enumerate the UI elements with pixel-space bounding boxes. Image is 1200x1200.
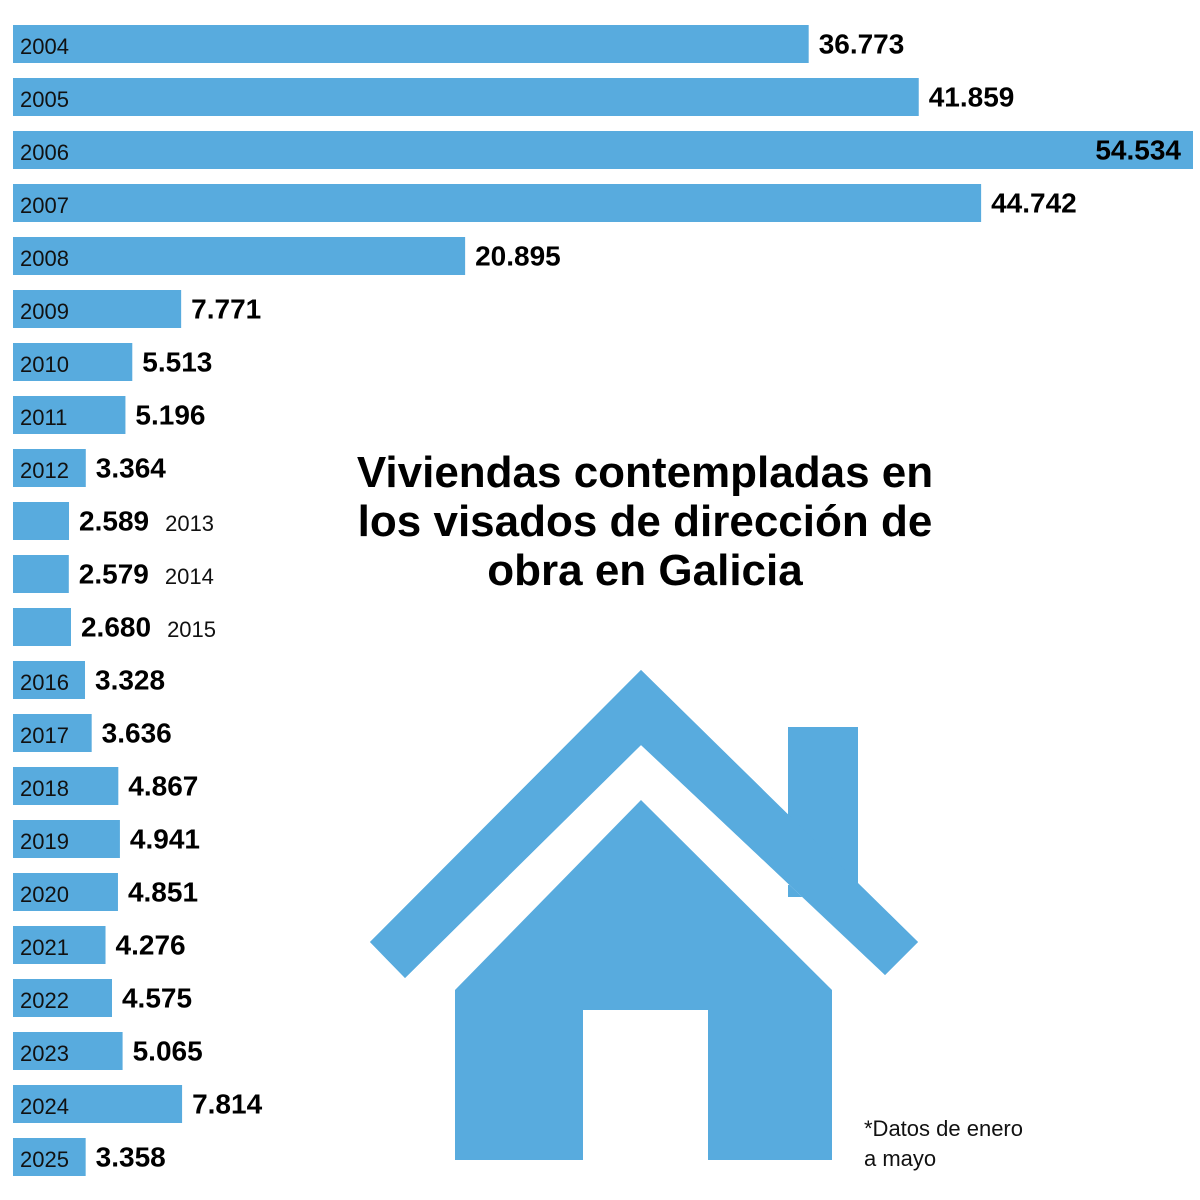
value-label: 3.636 [102, 717, 172, 748]
house-icon [370, 670, 918, 1160]
bar [13, 555, 69, 593]
bar [13, 1032, 123, 1070]
bar [13, 661, 86, 699]
category-label: 2013 [165, 511, 214, 536]
value-label: 7.814 [192, 1088, 262, 1119]
value-label: 4.575 [122, 982, 192, 1013]
value-label: 3.364 [96, 452, 166, 483]
category-label: 2019 [20, 829, 69, 854]
bar [13, 1085, 183, 1123]
category-label: 2009 [20, 299, 69, 324]
category-label: 2015 [167, 617, 216, 642]
category-label: 2008 [20, 246, 69, 271]
value-label: 2.579 [79, 558, 149, 589]
category-label: 2004 [20, 34, 69, 59]
bar [13, 767, 119, 805]
category-label: 2025 [20, 1147, 69, 1172]
bar [13, 926, 106, 964]
bar [13, 237, 466, 275]
bar [13, 820, 120, 858]
bar [13, 608, 71, 646]
bar [13, 396, 126, 434]
bar [13, 343, 133, 381]
category-label: 2021 [20, 935, 69, 960]
bar [13, 131, 1193, 169]
value-label: 54.534 [1095, 134, 1181, 165]
category-label: 2020 [20, 882, 69, 907]
bar [13, 78, 919, 116]
category-label: 2012 [20, 458, 69, 483]
value-label: 44.742 [991, 187, 1077, 218]
value-label: 7.771 [191, 293, 261, 324]
value-label: 4.941 [130, 823, 200, 854]
category-label: 2016 [20, 670, 69, 695]
value-label: 5.196 [135, 399, 205, 430]
value-label: 4.851 [128, 876, 198, 907]
category-label: 2024 [20, 1094, 69, 1119]
value-label: 2.589 [79, 505, 149, 536]
category-label: 2018 [20, 776, 69, 801]
chart-title: Viviendas contempladas en los visados de… [356, 448, 934, 595]
category-label: 2005 [20, 87, 69, 112]
bar [13, 184, 982, 222]
value-label: 5.513 [142, 346, 212, 377]
bar [13, 25, 809, 63]
value-label: 36.773 [819, 28, 905, 59]
value-label: 20.895 [475, 240, 561, 271]
value-label: 4.867 [128, 770, 198, 801]
category-label: 2011 [20, 405, 67, 430]
bar [13, 1138, 86, 1176]
bar [13, 979, 112, 1017]
category-label: 2010 [20, 352, 69, 377]
value-label: 4.276 [116, 929, 186, 960]
bar [13, 449, 86, 487]
category-label: 2006 [20, 140, 69, 165]
value-label: 3.358 [96, 1141, 166, 1172]
bar [13, 290, 182, 328]
category-label: 2017 [20, 723, 69, 748]
category-label: 2022 [20, 988, 69, 1013]
value-label: 5.065 [133, 1035, 203, 1066]
category-label: 2014 [165, 564, 214, 589]
category-label: 2023 [20, 1041, 69, 1066]
bar [13, 714, 92, 752]
value-label: 2.680 [81, 611, 151, 642]
bar [13, 502, 70, 540]
annotation: *Datos de enero a mayo [864, 1116, 1023, 1171]
category-label: 2007 [20, 193, 69, 218]
bar [13, 873, 118, 911]
value-label: 3.328 [95, 664, 165, 695]
value-label: 41.859 [929, 81, 1015, 112]
